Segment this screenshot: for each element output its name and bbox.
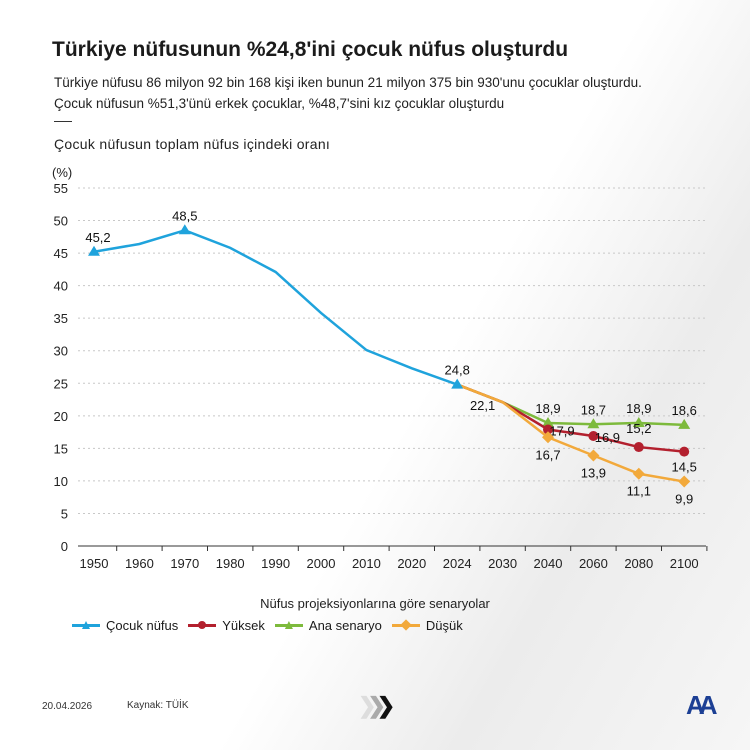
data-label: 17,9 — [549, 423, 574, 438]
divider — [54, 121, 72, 122]
data-label: 9,9 — [675, 492, 693, 507]
y-tick-label: 25 — [54, 376, 68, 391]
chart-title: Çocuk nüfusun toplam nüfus içindeki oran… — [54, 136, 331, 152]
y-tick-label: 20 — [54, 409, 68, 424]
y-axis-label: (%) — [52, 165, 72, 180]
aa-logo: AA — [686, 690, 717, 720]
data-point — [178, 224, 191, 235]
page-title: Türkiye nüfusunun %24,8'ini çocuk nüfus … — [52, 38, 569, 61]
data-point — [678, 475, 691, 488]
y-tick-label: 15 — [54, 441, 68, 456]
data-label: 11,1 — [627, 484, 651, 499]
data-label: 18,7 — [581, 402, 606, 417]
x-tick-label: 2020 — [397, 556, 426, 571]
subtitle: Türkiye nüfusu 86 milyon 92 bin 168 kişi… — [54, 75, 642, 111]
source: Kaynak: TÜİK — [127, 700, 189, 711]
y-tick-label: 55 — [54, 181, 68, 196]
data-point — [542, 431, 554, 444]
line-chart: 0 5 10 15 20 25 30 35 40 45 50 55(%) 1950 1960 1970 198… — [52, 165, 708, 571]
data-label: 14,5 — [672, 460, 697, 475]
data-label: 13,9 — [581, 466, 606, 481]
legend-item: Düşük — [391, 618, 463, 633]
y-tick-label: 10 — [54, 474, 68, 489]
data-label: 18,6 — [672, 403, 697, 418]
y-tick-label: 5 — [61, 506, 68, 521]
x-tick-label: 1960 — [125, 556, 154, 571]
data-label: 22,1 — [470, 398, 495, 413]
data-point — [632, 467, 645, 480]
chevrons-icon: ❯❯❯ — [358, 693, 396, 718]
x-tick-label: 2000 — [307, 556, 336, 571]
data-point — [88, 245, 100, 256]
data-label: 18,9 — [626, 401, 651, 416]
legend-swatch — [72, 621, 100, 629]
legend-item: Yüksek — [188, 618, 265, 633]
data-label: 15,2 — [626, 421, 651, 436]
x-tick-label: 2060 — [579, 556, 608, 571]
data-point — [587, 418, 600, 429]
data-label: 48,5 — [172, 208, 197, 223]
data-label: 18,9 — [535, 401, 560, 416]
data-point — [679, 446, 690, 457]
legend-item: Ana senaryo — [274, 618, 382, 633]
y-tick-label: 35 — [54, 311, 68, 326]
data-point — [587, 449, 600, 462]
legend-title: Nüfus projeksiyonlarına göre senaryolar — [260, 596, 490, 611]
legend-label: Düşük — [425, 618, 463, 633]
legend-label: Çocuk nüfus — [106, 618, 179, 633]
x-tick-label: 2024 — [443, 556, 472, 571]
x-tick-label: 2040 — [534, 556, 563, 571]
data-point — [632, 416, 645, 427]
data-point — [588, 430, 599, 441]
data-label: 16,9 — [595, 430, 620, 445]
data-label: 16,7 — [535, 447, 560, 462]
legend-label: Yüksek — [222, 618, 265, 633]
x-tick-label: 1970 — [170, 556, 199, 571]
y-tick-label: 30 — [54, 344, 68, 359]
legend-label: Ana senaryo — [308, 618, 382, 633]
x-tick-label: 2080 — [624, 556, 653, 571]
date: 20.04.2026 — [42, 701, 93, 712]
x-tick-label: 2100 — [670, 556, 699, 571]
legend-swatch — [188, 621, 217, 629]
x-tick-label: 1950 — [80, 556, 109, 571]
data-point — [451, 378, 464, 389]
data-point — [678, 418, 691, 429]
y-tick-label: 0 — [61, 539, 68, 554]
legend-item: Çocuk nüfus — [72, 618, 178, 633]
legend: Çocuk nüfus Yüksek Ana senaryo Düşük — [72, 618, 463, 633]
x-tick-label: 1990 — [261, 556, 290, 571]
series-line-Yüksek — [456, 383, 685, 453]
y-tick-label: 40 — [54, 279, 68, 294]
x-tick-label: 2030 — [488, 556, 517, 571]
x-tick-label: 1980 — [216, 556, 245, 571]
data-point — [633, 442, 644, 453]
data-point — [542, 416, 554, 427]
x-tick-label: 2010 — [352, 556, 381, 571]
data-point — [543, 424, 553, 435]
y-tick-label: 45 — [54, 246, 68, 261]
series-line-Düşük — [456, 383, 685, 483]
data-label: 24,8 — [445, 363, 470, 378]
series-line-Çocuk nüfus — [93, 228, 458, 386]
legend-swatch — [391, 619, 420, 631]
data-label: 45,2 — [85, 230, 110, 245]
legend-swatch — [274, 621, 303, 629]
y-tick-label: 50 — [54, 214, 68, 229]
